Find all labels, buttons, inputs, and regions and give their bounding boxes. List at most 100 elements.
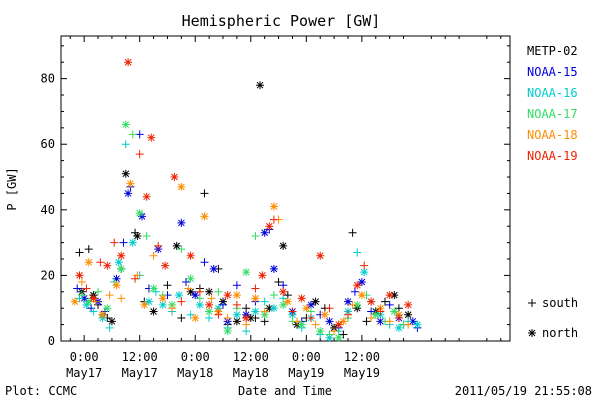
y-axis-label: P [GW] xyxy=(5,167,19,210)
south-marker xyxy=(350,287,359,296)
south-marker xyxy=(311,320,320,329)
south-marker xyxy=(184,284,193,293)
north-marker xyxy=(390,307,399,316)
north-marker xyxy=(232,310,241,319)
south-marker xyxy=(105,291,114,300)
north-marker xyxy=(89,294,98,303)
south-marker xyxy=(135,150,144,159)
north-marker xyxy=(205,307,214,316)
legend-series-label: NOAA-17 xyxy=(527,107,578,121)
north-marker xyxy=(283,297,292,306)
south-marker xyxy=(325,330,334,339)
x-tick-date: May18 xyxy=(177,366,213,380)
north-marker xyxy=(124,58,133,67)
north-marker xyxy=(142,192,151,201)
north-marker xyxy=(360,268,369,277)
north-marker xyxy=(232,291,241,300)
south-marker xyxy=(274,277,283,286)
south-marker xyxy=(119,238,128,247)
south-marker xyxy=(348,300,357,309)
south-marker xyxy=(77,291,86,300)
data-points xyxy=(70,58,422,342)
north-marker xyxy=(297,320,306,329)
north-marker xyxy=(133,232,142,241)
south-marker xyxy=(376,307,385,316)
south-marker xyxy=(219,300,228,309)
north-marker xyxy=(306,300,315,309)
north-marker xyxy=(269,202,278,211)
north-marker xyxy=(112,274,121,283)
south-marker xyxy=(353,248,362,257)
north-marker xyxy=(404,310,413,319)
south-marker xyxy=(269,215,278,224)
south-marker xyxy=(200,189,209,198)
south-marker xyxy=(260,307,269,316)
north-marker xyxy=(408,317,417,326)
y-tick-label: 80 xyxy=(41,72,55,86)
south-marker xyxy=(381,297,390,306)
south-marker xyxy=(385,300,394,309)
south-marker xyxy=(154,241,163,250)
south-marker xyxy=(75,248,84,257)
south-marker xyxy=(135,130,144,139)
x-tick-date: May17 xyxy=(122,366,158,380)
north-marker xyxy=(80,294,89,303)
legend-series-label: NOAA-16 xyxy=(527,86,578,100)
x-tick-time: 12:00 xyxy=(122,350,158,364)
north-marker xyxy=(404,300,413,309)
south-marker xyxy=(330,327,339,336)
north-marker xyxy=(149,284,158,293)
north-marker xyxy=(103,261,112,270)
north-marker xyxy=(186,287,195,296)
north-marker xyxy=(117,264,126,273)
south-marker xyxy=(360,261,369,270)
north-marker xyxy=(302,304,311,313)
y-tick-label: 60 xyxy=(41,137,55,151)
north-marker xyxy=(376,317,385,326)
series-noaa-18 xyxy=(70,179,413,336)
north-marker xyxy=(209,264,218,273)
south-marker xyxy=(200,258,209,267)
north-marker xyxy=(126,179,135,188)
north-marker xyxy=(75,271,84,280)
south-marker xyxy=(131,274,140,283)
south-marker xyxy=(232,300,241,309)
south-marker xyxy=(325,304,334,313)
north-marker xyxy=(367,297,376,306)
north-marker xyxy=(371,310,380,319)
north-marker xyxy=(98,310,107,319)
south-marker xyxy=(223,314,232,323)
series-noaa-15 xyxy=(73,130,422,332)
north-marker xyxy=(186,251,195,260)
north-marker xyxy=(191,291,200,300)
south-marker xyxy=(214,310,223,319)
north-marker xyxy=(158,294,167,303)
north-marker xyxy=(353,281,362,290)
north-marker xyxy=(265,304,274,313)
south-marker xyxy=(269,291,278,300)
north-marker xyxy=(138,212,147,221)
north-marker xyxy=(175,291,184,300)
south-marker xyxy=(385,317,394,326)
south-marker xyxy=(142,232,151,241)
y-axis: 0 20 40 60 80 xyxy=(41,45,510,348)
south-marker xyxy=(105,323,114,332)
north-marker xyxy=(385,291,394,300)
footer-right: 2011/05/19 21:55:08 xyxy=(455,384,592,398)
north-marker xyxy=(205,287,214,296)
north-marker xyxy=(279,287,288,296)
north-marker xyxy=(121,169,130,178)
north-marker xyxy=(161,261,170,270)
south-marker xyxy=(260,297,269,306)
north-marker xyxy=(394,323,403,332)
north-marker xyxy=(147,133,156,142)
south-marker xyxy=(186,310,195,319)
legend-marker-label: north xyxy=(542,326,578,340)
series-metp-02 xyxy=(75,81,413,339)
north-marker xyxy=(279,241,288,250)
north-marker xyxy=(195,300,204,309)
north-marker xyxy=(177,182,186,191)
x-tick-time: 12:00 xyxy=(233,350,269,364)
south-marker xyxy=(82,284,91,293)
